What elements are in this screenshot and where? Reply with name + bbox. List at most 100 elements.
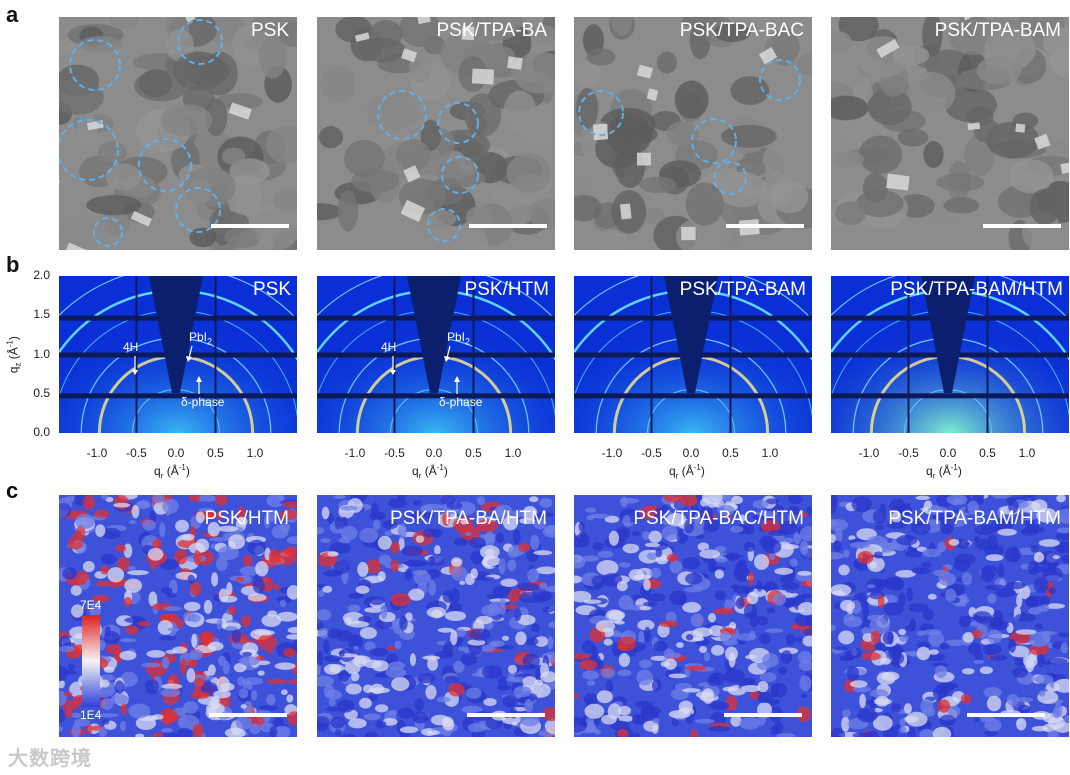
x-axis-q: q: [669, 464, 676, 478]
highlight-circle: [175, 187, 221, 233]
scale-bar: [467, 713, 545, 717]
x-tick-label: 0.5: [722, 446, 739, 460]
x-axis-close: ): [443, 464, 448, 478]
highlight-circle: [177, 19, 223, 65]
y-tick-label: 1.5: [33, 307, 50, 322]
panel-label-c: c: [6, 478, 19, 503]
y-tick-label: 0.5: [33, 385, 50, 400]
x-tick-label: -1.0: [858, 446, 880, 460]
y-axis-sub: z: [13, 362, 23, 367]
x-axis-unit: (Å: [681, 464, 694, 478]
y-axis-close: ): [6, 336, 21, 341]
x-axis-unit: (Å: [424, 464, 437, 478]
map-title: PSK/TPA-BAM/HTM: [888, 508, 1061, 529]
x-axis-q: q: [412, 464, 419, 478]
watermark: 大数跨境: [8, 748, 92, 770]
x-axis-unit: (Å: [166, 464, 179, 478]
giwaxs-pattern: PSK/TPA-BAM: [574, 276, 812, 433]
x-tick-label: -0.5: [898, 446, 919, 460]
highlight-circle: [691, 118, 737, 164]
x-axis-q: q: [926, 464, 933, 478]
annotation-delta-phase: δ-phase: [181, 395, 225, 409]
x-tick-label: -0.5: [126, 446, 147, 460]
y-axis-q: q: [6, 366, 21, 374]
x-axis-sub: r: [932, 471, 936, 481]
highlight-circle: [69, 39, 121, 91]
x-axis-close: ): [700, 464, 705, 478]
highlight-circle: [138, 138, 192, 192]
highlight-circle: [759, 59, 801, 101]
panel-label-a: a: [6, 2, 19, 27]
scale-bar: [967, 713, 1045, 717]
scale-bar: [469, 224, 547, 228]
pbi-text: PbI: [447, 330, 466, 344]
annotation-arrows: [132, 345, 202, 394]
x-tick-label: -0.5: [641, 446, 662, 460]
conductivity-map: PSK/TPA-BA/HTM: [317, 495, 555, 737]
x-tick-label: 1.0: [1018, 446, 1036, 460]
sem-title: PSK/TPA-BA: [436, 20, 547, 41]
giwaxs-title: PSK/HTM: [464, 279, 549, 300]
conductivity-map: PSK/TPA-BAC/HTM: [574, 495, 812, 737]
highlight-circle: [93, 217, 123, 247]
x-axis-sup: -1: [950, 463, 958, 472]
giwaxs-pattern: PSK/HTM 4H PbI2 δ-phase: [317, 276, 555, 433]
x-axis-close: ): [185, 464, 190, 478]
x-axis-sup: -1: [693, 463, 701, 472]
y-axis-label: qz (Å-1): [5, 325, 22, 385]
annotation-delta-phase: δ-phase: [439, 395, 483, 409]
map-title: PSK/TPA-BA/HTM: [390, 508, 547, 529]
sem-image: PSK/TPA-BA: [317, 17, 555, 250]
giwaxs-title: PSK/TPA-BAM/HTM: [890, 279, 1063, 300]
highlight-circle: [427, 208, 461, 242]
pbi-sub: 2: [207, 336, 213, 347]
highlight-circle: [377, 90, 427, 140]
scale-bar: [726, 224, 804, 228]
x-axis-sub: r: [418, 471, 422, 481]
panel-label-b: b: [6, 252, 20, 277]
highlight-circle: [59, 119, 119, 181]
annotation-pbi2: PbI2: [447, 330, 470, 346]
annotation-pbi2: PbI2: [189, 330, 212, 346]
x-axis-close: ): [957, 464, 962, 478]
pbi-sub: 2: [465, 336, 471, 347]
x-tick-label: -1.0: [601, 446, 623, 460]
x-tick-label: 0.0: [939, 446, 957, 460]
annotation-4h: 4H: [123, 340, 139, 354]
colorbar-min-label: 1E4: [80, 708, 102, 722]
conductivity-map: PSK/TPA-BAM/HTM: [831, 495, 1069, 737]
x-tick-label: -1.0: [86, 446, 108, 460]
y-axis-unit: (Å: [6, 347, 21, 360]
annotation-arrows: [390, 345, 460, 394]
x-tick-label: -1.0: [344, 446, 366, 460]
annotation-4h: 4H: [381, 340, 397, 354]
scale-bar: [211, 224, 289, 228]
sem-image: PSK/TPA-BAC: [574, 17, 812, 250]
giwaxs-title: PSK: [252, 279, 291, 300]
y-tick-label: 0.0: [33, 425, 50, 439]
highlight-circle: [437, 102, 479, 144]
x-tick-label: 0.0: [425, 446, 443, 460]
x-axis-label: qr (Å-1): [926, 463, 962, 480]
colorbar: [82, 615, 100, 707]
x-axis-unit: (Å: [938, 464, 951, 478]
x-tick-label: 0.0: [167, 446, 185, 460]
x-tick-label: 0.5: [465, 446, 482, 460]
x-axis-sup: -1: [436, 463, 444, 472]
x-tick-label: 1.0: [246, 446, 264, 460]
x-tick-label: 1.0: [504, 446, 522, 460]
y-axis-sup: -1: [5, 340, 15, 348]
x-tick-label: 0.5: [207, 446, 224, 460]
x-axis-label: qr (Å-1): [669, 463, 705, 480]
x-axis-sub: r: [160, 471, 164, 481]
map-title: PSK/HTM: [204, 508, 289, 529]
highlight-circle: [713, 161, 747, 195]
x-tick-label: 0.0: [682, 446, 700, 460]
x-axis-label: qr (Å-1): [412, 463, 448, 480]
y-tick-label: 1.0: [33, 346, 50, 361]
sem-image: PSK/TPA-BAM: [831, 17, 1069, 250]
sem-image: PSK: [59, 17, 297, 250]
colorbar-max-label: 7E4: [80, 598, 102, 612]
scale-bar: [724, 713, 802, 717]
x-tick-label: 0.5: [979, 446, 996, 460]
